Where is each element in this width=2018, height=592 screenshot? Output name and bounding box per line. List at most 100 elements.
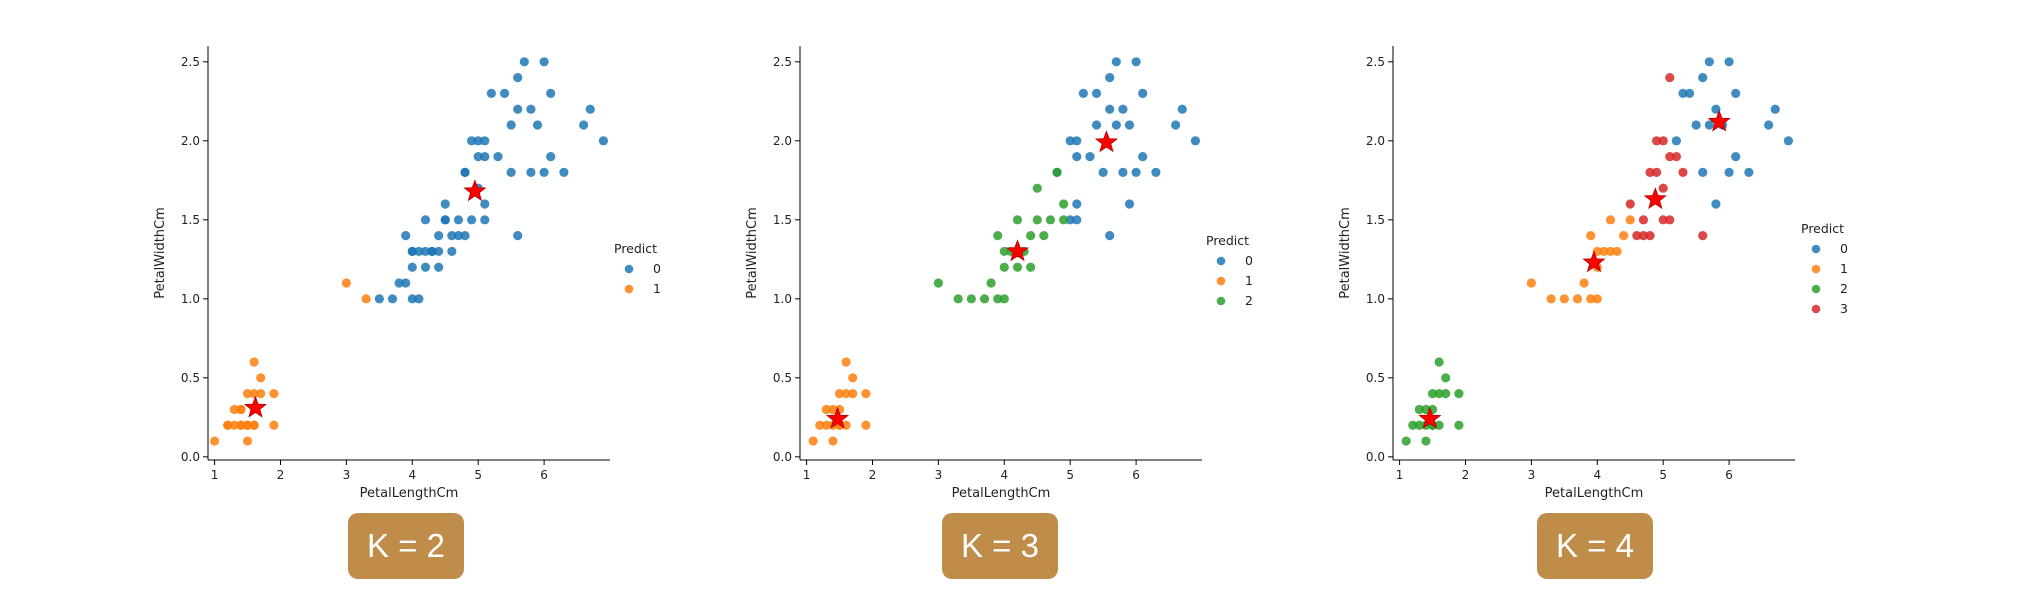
x-tick-label: 6: [1725, 468, 1733, 482]
data-point-cluster-0: [473, 152, 483, 162]
data-point-cluster-0: [532, 120, 543, 130]
data-point-cluster-3: [1638, 231, 1649, 241]
data-point-cluster-3: [1652, 167, 1662, 178]
data-point-cluster-1: [1526, 278, 1536, 288]
data-point-cluster-3: [1658, 215, 1668, 225]
data-point-cluster-1: [1572, 294, 1583, 304]
data-point-cluster-2: [1026, 231, 1036, 241]
data-point-cluster-0: [598, 136, 609, 146]
data-point-cluster-0: [1138, 88, 1148, 98]
data-point-cluster-1: [242, 420, 253, 430]
x-tick-label: 6: [1132, 468, 1140, 482]
data-point-cluster-0: [480, 215, 490, 225]
x-tick-label: 2: [1462, 468, 1470, 482]
data-point-cluster-0: [539, 167, 549, 178]
y-tick-label: 1.5: [773, 213, 792, 227]
data-point-cluster-0: [506, 167, 516, 178]
data-point-cluster-2: [1434, 389, 1444, 399]
data-point-cluster-0: [1105, 73, 1115, 83]
data-point-cluster-0: [513, 104, 523, 114]
data-point-cluster-1: [249, 420, 259, 430]
data-point-cluster-2: [1059, 199, 1069, 209]
data-point-cluster-2: [1059, 215, 1069, 225]
data-point-cluster-2: [1441, 389, 1451, 399]
data-point-cluster-0: [440, 199, 450, 209]
data-point-cluster-2: [979, 294, 990, 304]
data-point-cluster-1: [821, 420, 831, 430]
data-point-cluster-1: [841, 357, 851, 367]
centroid-star-0: [463, 179, 487, 202]
y-tick-label: 1.0: [181, 292, 200, 306]
data-point-cluster-2: [1414, 404, 1424, 415]
y-axis-label: PetalWidthCm: [153, 207, 168, 299]
x-tick-label: 4: [1000, 468, 1008, 482]
data-point-cluster-1: [249, 389, 259, 399]
legend-entry-0: 0: [1245, 253, 1253, 268]
data-point-cluster-2: [999, 262, 1009, 272]
centroid-star-1: [1582, 250, 1606, 273]
y-tick-label: 2.5: [1366, 55, 1385, 69]
data-point-cluster-3: [1625, 199, 1635, 209]
data-point-cluster-0: [1764, 120, 1774, 130]
x-tick-label: 2: [869, 468, 877, 482]
data-point-cluster-1: [1559, 294, 1569, 304]
legend-marker-1: [1216, 276, 1226, 286]
y-tick-label: 0.0: [181, 450, 200, 464]
data-point-cluster-2: [1052, 167, 1062, 178]
data-point-cluster-0: [480, 136, 490, 146]
data-point-cluster-2: [1408, 420, 1418, 430]
data-point-cluster-0: [480, 152, 490, 162]
data-point-cluster-0: [420, 246, 431, 257]
data-point-cluster-3: [1665, 215, 1675, 225]
data-point-cluster-1: [1619, 231, 1629, 241]
y-tick-label: 2.5: [773, 55, 792, 69]
legend-title: Predict: [1206, 233, 1249, 248]
data-point-cluster-0: [1111, 57, 1121, 67]
data-point-cluster-2: [1401, 436, 1411, 446]
data-point-cluster-0: [1131, 167, 1141, 178]
legend-entry-1: 1: [653, 281, 661, 296]
data-point-cluster-0: [1177, 104, 1187, 114]
data-point-cluster-1: [229, 404, 239, 415]
x-tick-label: 4: [408, 468, 416, 482]
x-tick-label: 1: [211, 468, 219, 482]
x-tick-label: 5: [1659, 468, 1667, 482]
legend-marker-1: [624, 284, 634, 294]
data-point-cluster-1: [236, 404, 246, 415]
legend-entry-2: 2: [1245, 293, 1253, 308]
data-point-cluster-3: [1678, 167, 1688, 178]
data-point-cluster-0: [1711, 104, 1721, 114]
k2-label-badge: K = 2: [348, 513, 464, 579]
data-point-cluster-3: [1632, 231, 1642, 241]
data-point-cluster-1: [209, 436, 220, 446]
centroid-star-2: [1005, 239, 1030, 262]
data-point-cluster-1: [828, 404, 838, 415]
data-point-cluster-2: [986, 278, 996, 288]
data-point-cluster-0: [486, 88, 496, 98]
y-tick-label: 0.5: [773, 371, 792, 385]
y-tick-label: 0.0: [1366, 450, 1385, 464]
scatter-panel-k4: 1 2 3 4 5 6 0.0 0.5 1.0 1.5 2.0 2.5 PetalLengthCm Pet…: [1338, 46, 1848, 501]
data-point-cluster-0: [499, 88, 510, 98]
y-tick-label: 0.0: [773, 450, 792, 464]
y-tick-label: 0.5: [181, 371, 200, 385]
centroid-star-2: [1418, 406, 1442, 429]
data-point-cluster-0: [447, 231, 457, 241]
data-point-cluster-1: [249, 357, 259, 367]
data-point-cluster-1: [821, 404, 831, 415]
data-point-cluster-0: [1171, 120, 1181, 130]
data-point-cluster-0: [407, 262, 417, 272]
data-point-cluster-1: [841, 389, 851, 399]
data-point-cluster-0: [1783, 136, 1794, 146]
data-point-cluster-1: [815, 420, 825, 430]
k3-label-badge: K = 3: [942, 513, 1058, 579]
data-point-cluster-0: [407, 246, 417, 257]
y-tick-label: 2.0: [181, 134, 200, 148]
data-point-cluster-2: [953, 294, 963, 304]
x-tick-label: 5: [1066, 468, 1074, 482]
legend-marker-1: [1811, 264, 1821, 274]
data-point-cluster-3: [1698, 231, 1708, 241]
data-point-cluster-2: [1454, 389, 1464, 399]
legend-marker-2: [1811, 284, 1821, 294]
